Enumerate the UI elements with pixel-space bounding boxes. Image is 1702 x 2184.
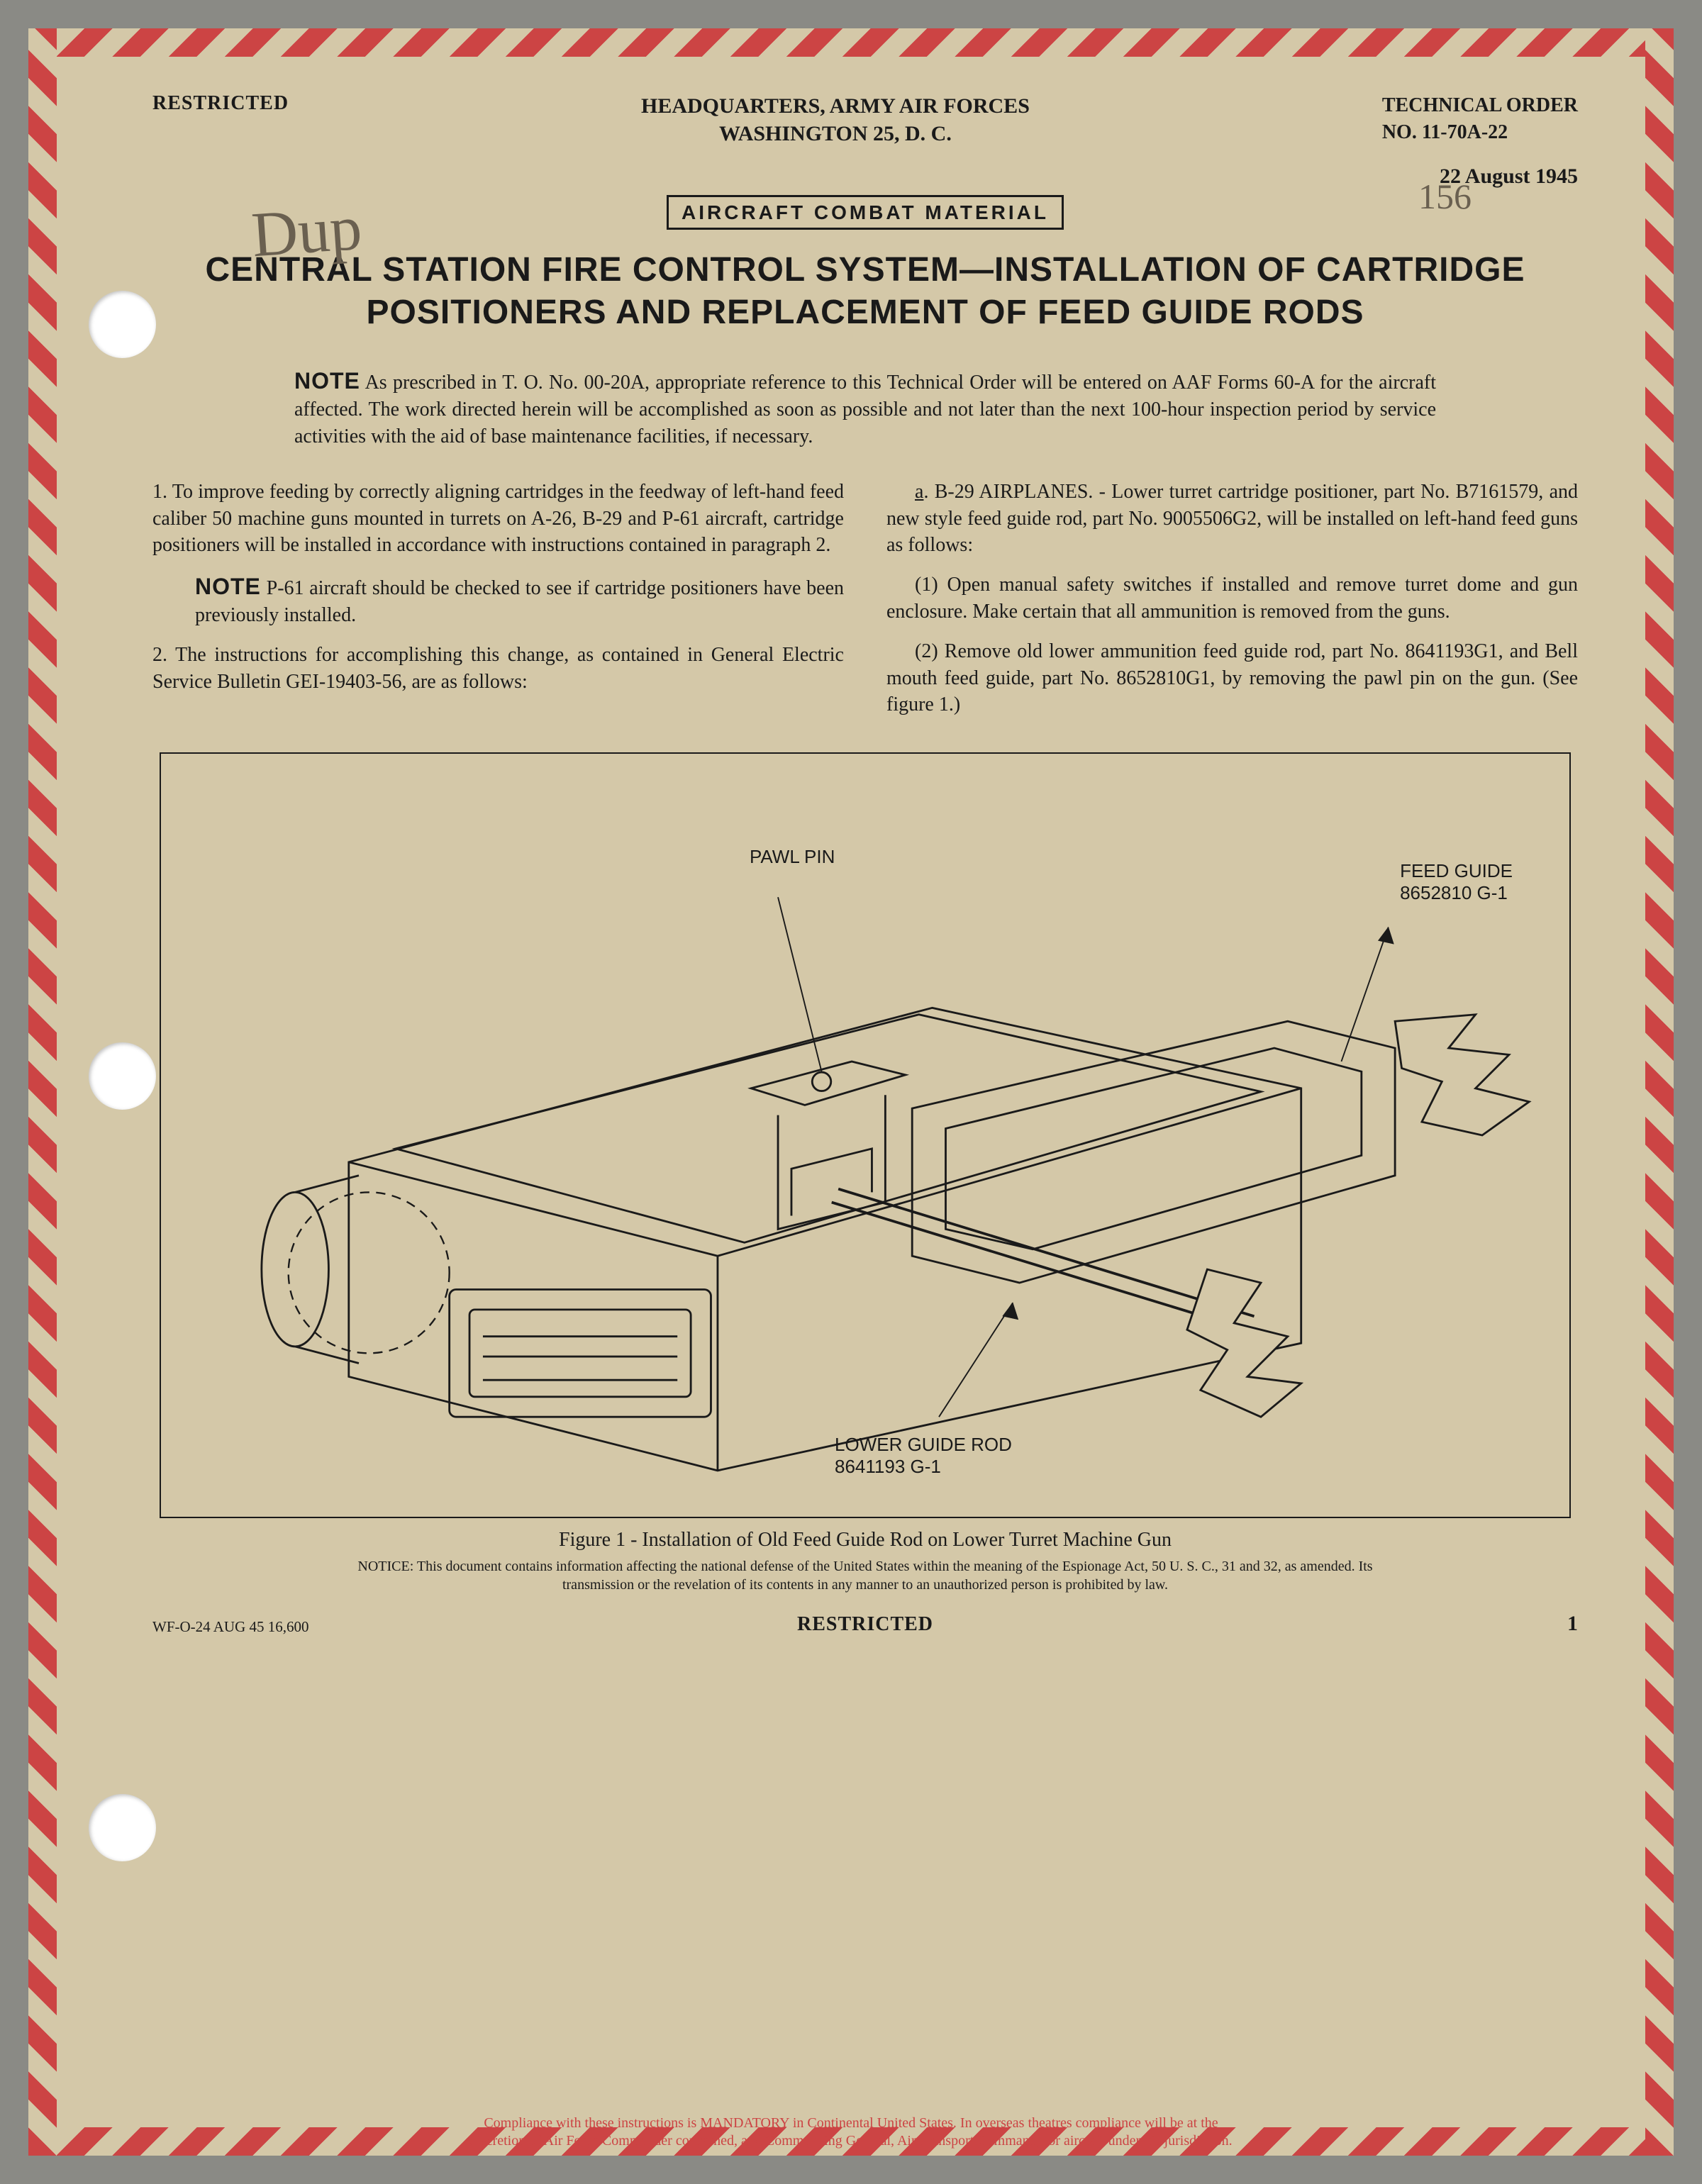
document-title: CENTRAL STATION FIRE CONTROL SYSTEM—INST… [152, 249, 1578, 334]
hq-line2: WASHINGTON 25, D. C. [641, 120, 1030, 147]
inline-note-text: P-61 aircraft should be checked to see i… [195, 577, 844, 626]
sub-a: a [886, 481, 923, 503]
boxed-text: AIRCRAFT COMBAT MATERIAL [667, 195, 1064, 230]
compliance-notice: Compliance with these instructions is MA… [28, 2115, 1674, 2150]
note-block: NOTE As prescribed in T. O. No. 00-20A, … [294, 366, 1436, 450]
note-label: NOTE [294, 368, 360, 394]
left-column: 1. To improve feeding by correctly align… [152, 479, 844, 731]
punch-hole [89, 291, 156, 358]
footer-row: WF-O-24 AUG 45 16,600 RESTRICTED 1 [152, 1612, 1578, 1636]
label-pawl-pin: PAWL PIN [750, 846, 835, 868]
para-a-text: . B-29 AIRPLANES. - Lower turret cartrid… [886, 481, 1578, 557]
border-left [28, 28, 57, 2156]
print-code: WF-O-24 AUG 45 16,600 [152, 1618, 628, 1636]
border-top [28, 28, 1674, 57]
label-lower-rod: LOWER GUIDE ROD 8641193 G-1 [835, 1434, 1012, 1478]
page-number: 1 [1103, 1612, 1578, 1636]
compliance-l1: Compliance with these instructions is MA… [156, 2115, 1546, 2132]
content-area: RESTRICTED HEADQUARTERS, ARMY AIR FORCES… [67, 71, 1635, 1650]
material-classification: AIRCRAFT COMBAT MATERIAL [152, 201, 1578, 224]
handwritten-number: 156 [1418, 176, 1472, 217]
border-right [1645, 28, 1674, 2156]
compliance-l2: discretion of Air Force Commander concer… [156, 2132, 1546, 2150]
to-line1: TECHNICAL ORDER [1382, 92, 1578, 119]
para-2: 2. The instructions for accomplishing th… [152, 642, 844, 696]
inline-note: NOTE P-61 aircraft should be checked to … [195, 572, 844, 629]
punch-hole [89, 1794, 156, 1861]
feed-guide-l2: 8652810 G-1 [1400, 882, 1513, 904]
figure-1: PAWL PIN FEED GUIDE 8652810 G-1 LOWER GU… [160, 752, 1571, 1518]
note-text: As prescribed in T. O. No. 00-20A, appro… [294, 372, 1436, 447]
figure-caption: Figure 1 - Installation of Old Feed Guid… [152, 1529, 1578, 1551]
figure-svg [161, 754, 1569, 1517]
security-notice: NOTICE: This document contains informati… [337, 1557, 1394, 1594]
lower-rod-l1: LOWER GUIDE ROD [835, 1434, 1012, 1456]
page: RESTRICTED HEADQUARTERS, ARMY AIR FORCES… [28, 28, 1674, 2156]
feed-guide-l1: FEED GUIDE [1400, 860, 1513, 882]
restricted-label: RESTRICTED [152, 92, 289, 115]
para-a: a. B-29 AIRPLANES. - Lower turret cartri… [886, 479, 1578, 559]
handwritten-annotation: Dup [250, 191, 365, 272]
to-line2: NO. 11-70A-22 [1382, 119, 1578, 146]
lower-rod-l2: 8641193 G-1 [835, 1456, 1012, 1478]
hq-line1: HEADQUARTERS, ARMY AIR FORCES [641, 92, 1030, 120]
date: 22 August 1945 [152, 165, 1578, 189]
header-row: RESTRICTED HEADQUARTERS, ARMY AIR FORCES… [152, 92, 1578, 147]
inline-note-label: NOTE [195, 574, 261, 599]
step-1: (1) Open manual safety switches if insta… [886, 572, 1578, 625]
punch-hole [89, 1042, 156, 1110]
technical-order-block: TECHNICAL ORDER NO. 11-70A-22 [1382, 92, 1578, 146]
hq-block: HEADQUARTERS, ARMY AIR FORCES WASHINGTON… [641, 92, 1030, 147]
right-column: a. B-29 AIRPLANES. - Lower turret cartri… [886, 479, 1578, 731]
label-feed-guide: FEED GUIDE 8652810 G-1 [1400, 860, 1513, 904]
footer-restricted: RESTRICTED [628, 1613, 1103, 1636]
body-columns: 1. To improve feeding by correctly align… [152, 479, 1578, 731]
step-2: (2) Remove old lower ammunition feed gui… [886, 638, 1578, 718]
para-1: 1. To improve feeding by correctly align… [152, 479, 844, 559]
